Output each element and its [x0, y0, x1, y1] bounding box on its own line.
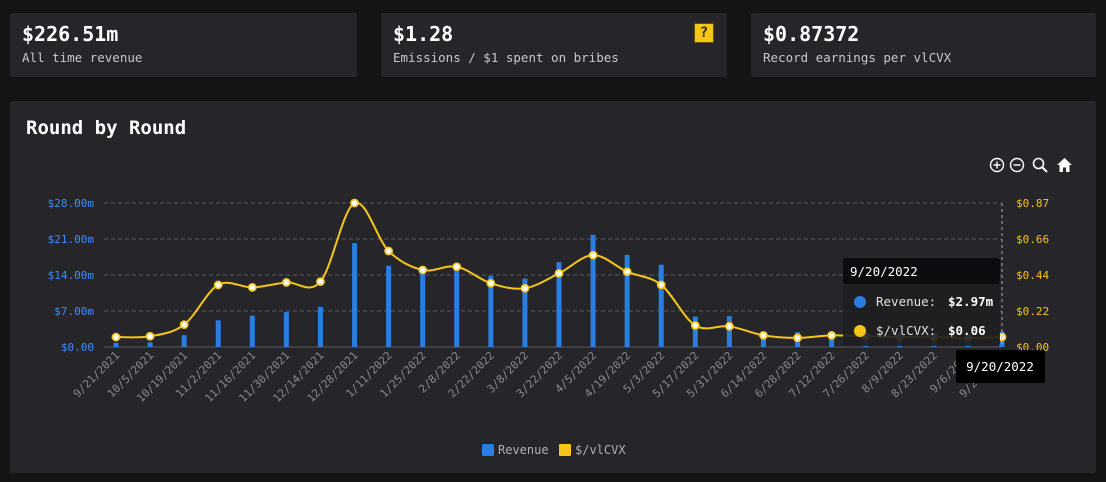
vlcvx-point	[145, 331, 155, 341]
tooltip-label: Revenue:	[876, 294, 936, 309]
vlcvx-point	[350, 198, 359, 208]
stat-card-revenue: $226.51m All time revenue	[10, 13, 357, 77]
zoom-in-icon[interactable]	[988, 157, 1006, 175]
vlcvx-point	[759, 331, 768, 340]
stat-card-earnings: $0.87372 Record earnings per vlCVX	[751, 13, 1096, 77]
crosshair-label-box	[956, 350, 1045, 383]
legend-swatch-vlcvx	[559, 444, 571, 456]
tooltip-value: $2.97m	[948, 294, 994, 309]
left-tick-label: $7.00m	[54, 305, 94, 318]
legend-swatch-revenue	[482, 444, 494, 456]
vlcvx-point	[281, 278, 291, 287]
tooltip-marker	[854, 296, 866, 308]
revenue-bar	[147, 342, 153, 347]
zoom-out-icon[interactable]	[1008, 157, 1026, 175]
left-tick-label: $28.00m	[48, 197, 95, 210]
tooltip-value: $0.06	[948, 323, 986, 338]
vlcvx-point	[827, 331, 837, 340]
chart-axes: $0.00$7.00m$14.00m$21.00m$28.00m$0.00$0.…	[48, 197, 1050, 354]
stat-value: $226.51m	[22, 22, 119, 46]
revenue-bar	[624, 254, 630, 347]
vlcvx-point	[656, 280, 666, 290]
stat-card-emissions: $1.28 Emissions / $1 spent on bribes ?	[381, 13, 727, 77]
panel-title: Round by Round	[26, 117, 187, 139]
right-tick-label: $0.44	[1016, 269, 1049, 282]
revenue-bar	[420, 268, 426, 347]
revenue-bar	[283, 312, 289, 347]
legend-label-revenue: Revenue	[498, 443, 549, 457]
revenue-bar	[692, 316, 698, 347]
vlcvx-point	[213, 280, 223, 290]
stat-value: $0.87372	[763, 22, 860, 46]
vlcvx-point	[622, 267, 632, 277]
legend-label-vlcvx: $/vlCVX	[575, 443, 626, 457]
vlcvx-point	[724, 321, 734, 331]
vlcvx-point	[418, 265, 428, 275]
tooltip-label: $/vlCVX:	[876, 323, 936, 338]
chart-legend: Revenue $/vlCVX	[482, 443, 626, 457]
vlcvx-point	[793, 333, 802, 343]
vlcvx-point	[316, 277, 325, 287]
revenue-bars	[113, 234, 1005, 347]
vlcvx-point	[520, 283, 530, 293]
left-tick-label: $21.00m	[48, 233, 95, 246]
right-tick-label: $0.22	[1016, 305, 1049, 318]
left-tick-label: $0.00	[61, 341, 94, 354]
right-tick-label: $0.66	[1016, 233, 1049, 246]
revenue-bar	[590, 234, 596, 347]
tooltip-marker	[854, 325, 866, 337]
revenue-bar	[556, 262, 562, 347]
revenue-bar	[215, 320, 221, 347]
revenue-bar	[317, 306, 323, 347]
revenue-bar	[386, 265, 392, 347]
revenue-bar	[113, 342, 119, 347]
stat-label: Emissions / $1 spent on bribes	[393, 50, 619, 65]
vlcvx-point	[179, 320, 189, 330]
x-axis-labels: 9/21/202110/5/202110/19/202111/2/202111/…	[71, 349, 1008, 405]
revenue-bar	[726, 316, 732, 347]
revenue-bar	[249, 315, 255, 347]
crosshair-label: 9/20/2022	[966, 359, 1034, 374]
revenue-bar	[522, 278, 528, 347]
vlcvx-point	[111, 332, 121, 342]
tooltip-overlay: 9/20/2022 9/20/2022 Revenue: $2.97m $/vlCVX:…	[843, 203, 1045, 383]
stat-label: Record earnings per vlCVX	[763, 50, 952, 65]
revenue-bar	[352, 243, 358, 347]
right-tick-label: $0.87	[1016, 197, 1049, 210]
tooltip-header	[843, 258, 1000, 284]
question-block-icon[interactable]: ?	[694, 23, 714, 43]
stat-label: All time revenue	[22, 50, 143, 65]
zoom-select-icon[interactable]	[1031, 157, 1049, 175]
home-icon[interactable]	[1055, 157, 1073, 175]
vlcvx-point	[384, 246, 394, 256]
stat-value: $1.28	[393, 22, 454, 46]
vlcvx-point	[588, 250, 598, 260]
revenue-bar	[760, 333, 766, 347]
vlcvx-point	[486, 278, 496, 288]
vlcvx-point	[247, 283, 257, 292]
vlcvx-point	[452, 262, 462, 272]
vlcvx-point	[690, 321, 700, 330]
vlcvx-point	[554, 268, 564, 278]
revenue-bar	[454, 266, 460, 347]
revenue-bar	[488, 276, 494, 347]
revenue-bar	[658, 264, 664, 347]
tooltip-date: 9/20/2022	[850, 264, 918, 279]
revenue-bar	[181, 335, 187, 347]
left-tick-label: $14.00m	[48, 269, 95, 282]
